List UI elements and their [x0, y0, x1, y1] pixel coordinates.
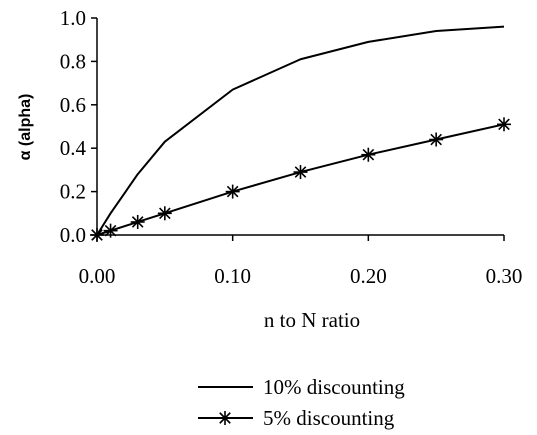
data-point-5pct — [157, 206, 172, 221]
data-point-5pct — [90, 228, 104, 242]
data-point-5pct — [225, 184, 240, 199]
data-point-5pct — [293, 165, 308, 180]
marker-stroke — [498, 118, 510, 131]
y-tick-label: 1.0 — [60, 6, 86, 30]
x-axis-label: n to N ratio — [264, 308, 360, 332]
series-line-5pct — [96, 123, 505, 236]
y-tick-label: 0.4 — [60, 136, 87, 160]
y-axis-label: α (alpha) — [17, 94, 34, 161]
legend-label-5pct: 5% discounting — [263, 406, 395, 430]
legend: 10% discounting 5% discounting — [198, 375, 405, 430]
y-tick-label: 0.0 — [60, 223, 86, 247]
x-tick-label: 0.10 — [214, 264, 251, 288]
x-tick-label: 0.00 — [79, 264, 116, 288]
x-tick-label: 0.20 — [350, 264, 387, 288]
marker-stroke — [294, 166, 307, 178]
data-point-5pct — [497, 117, 511, 132]
marker-stroke — [91, 229, 103, 241]
marker-stroke — [226, 185, 239, 198]
x-tick-labels: 0.00 0.10 0.20 0.30 — [79, 264, 523, 288]
marker-stroke — [430, 133, 442, 146]
y-tick-label: 0.8 — [60, 49, 86, 73]
legend-marker-5pct — [218, 411, 232, 425]
marker-stroke — [131, 216, 144, 228]
x-tick-label: 0.30 — [486, 264, 523, 288]
axes — [91, 17, 505, 241]
data-point-5pct — [130, 214, 145, 229]
marker-stroke — [159, 207, 171, 220]
legend-label-10pct: 10% discounting — [263, 375, 405, 399]
y-tick-label: 0.6 — [60, 93, 86, 117]
series-line-10pct — [96, 25, 505, 236]
marker-stroke — [362, 148, 375, 161]
marker-stroke — [104, 224, 117, 237]
marker-stroke — [219, 412, 231, 424]
data-point-5pct — [103, 223, 118, 238]
y-tick-label: 0.2 — [60, 180, 86, 204]
data-point-5pct — [429, 132, 444, 147]
series-layer — [90, 25, 511, 242]
y-tick-labels: 0.0 0.2 0.4 0.6 0.8 1.0 — [60, 6, 87, 247]
data-point-5pct — [361, 147, 376, 162]
legend-asterisk — [218, 411, 232, 425]
